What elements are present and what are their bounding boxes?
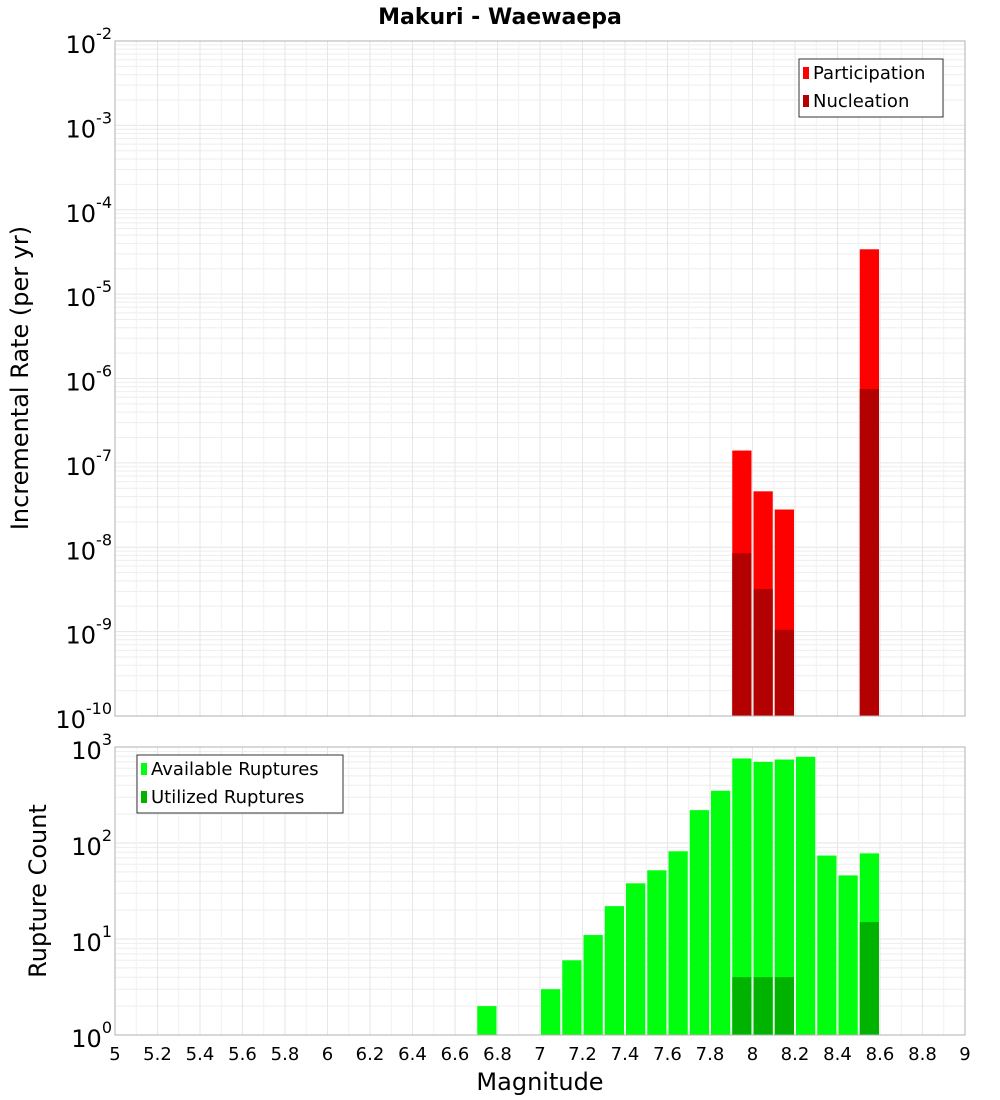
x-tick-label: 7 [534,1044,545,1065]
bar-available-ruptures-2 [541,989,561,1035]
x-tick-label: 6.6 [441,1044,470,1065]
bar-utilized-ruptures-2 [774,977,794,1035]
x-tick-label: 7.4 [611,1044,640,1065]
y-tick-label: 101 [71,922,112,957]
bar-available-ruptures-8 [668,851,688,1035]
bar-available-ruptures-6 [626,883,646,1035]
bottom-bars [477,756,879,1035]
x-tick-label: 7.2 [568,1044,597,1065]
bottom-panel: 100 101 102 103 5 5.2 5.4 5.6 5.8 6 6.2 6.4 6.6 6.8 7… [24,730,971,1096]
x-axis-label: Magnitude [476,1068,603,1096]
y-tick-label: 102 [71,826,112,861]
bottom-plot-border [114,746,966,1036]
x-tick-label: 8.4 [823,1044,852,1065]
x-tick-label: 6.2 [356,1044,385,1065]
x-tick-label: 7.8 [696,1044,725,1065]
y-tick-label: 103 [71,730,112,765]
legend-label: Utilized Ruptures [151,787,304,808]
top-plot-border [114,40,966,717]
legend-box [136,754,344,814]
bar-nucleation-0 [732,553,752,716]
bar-utilized-ruptures-4 [859,922,879,1035]
x-tick-label: 7.6 [653,1044,682,1065]
top-panel: 10-10 10-9 10-8 10-7 10-6 10-5 10-4 10-3 10-2 In… [6,24,966,734]
bottom-legend: Available Ruptures Utilized Ruptures [136,754,344,814]
legend-swatch [803,67,809,79]
y-tick-label: 10-2 [66,24,113,59]
x-tick-label: 5.8 [271,1044,300,1065]
legend-label: Available Ruptures [151,759,319,780]
x-tick-label: 8.6 [866,1044,895,1065]
bar-available-ruptures-16 [838,875,858,1035]
bar-available-ruptures-5 [604,906,624,1035]
x-tick-label: 6 [322,1044,333,1065]
top-y-axis-label: Incremental Rate (per yr) [6,226,34,530]
x-tick-label: 5 [109,1044,120,1065]
x-tick-label: 5.6 [228,1044,257,1065]
bar-available-ruptures-10 [711,790,731,1035]
bar-available-ruptures-3 [562,960,582,1035]
legend-swatch [803,95,809,107]
top-grid [114,41,966,717]
y-tick-label: 10-10 [55,699,112,734]
y-tick-label: 10-6 [66,362,113,397]
legend-label: Nucleation [813,91,909,112]
bar-available-ruptures-14 [796,756,816,1035]
x-tick-label: 5.2 [143,1044,172,1065]
y-tick-label: 10-4 [66,193,113,228]
bar-available-ruptures-15 [817,855,837,1035]
bar-available-ruptures-11 [732,758,752,1035]
x-tick-label: 8.8 [908,1044,937,1065]
chart-title: Makuri - Waewaepa [378,5,622,30]
top-legend: Participation Nucleation [798,58,944,118]
legend-swatch [141,763,147,775]
bottom-y-tick-labels: 100 101 102 103 [71,730,112,1053]
top-y-tick-labels: 10-10 10-9 10-8 10-7 10-6 10-5 10-4 10-3 10-2 [55,24,112,734]
y-tick-label: 100 [71,1018,112,1053]
x-tick-label: 8 [747,1044,758,1065]
bar-available-ruptures-12 [753,761,773,1035]
bottom-y-axis-label: Rupture Count [24,804,52,978]
bar-nucleation-2 [774,629,794,716]
x-tick-label: 8.2 [781,1044,810,1065]
y-tick-label: 10-9 [66,615,113,650]
bar-nucleation-3 [859,389,879,716]
bar-available-ruptures-13 [774,759,794,1035]
bar-available-ruptures-9 [689,810,709,1035]
x-tick-label: 6.8 [483,1044,512,1065]
legend-box [798,58,944,118]
legend-label: Participation [813,63,925,84]
x-tick-label: 6.4 [398,1044,427,1065]
bar-available-ruptures-4 [583,935,603,1035]
bar-nucleation-1 [753,589,773,716]
y-tick-label: 10-3 [66,108,113,143]
bar-utilized-ruptures-0 [732,977,752,1035]
y-tick-label: 10-8 [66,530,113,565]
x-tick-labels: 5 5.2 5.4 5.6 5.8 6 6.2 6.4 6.6 6.8 7 7.2 7.4 7.6 7.8 8… [109,1044,970,1065]
legend-swatch [141,791,147,803]
y-tick-label: 10-7 [66,446,113,481]
bar-utilized-ruptures-1 [753,977,773,1035]
top-bars [732,249,879,716]
x-tick-label: 5.4 [186,1044,215,1065]
bar-available-ruptures-0 [477,1006,497,1035]
bar-available-ruptures-7 [647,870,667,1035]
y-tick-label: 10-5 [66,277,113,312]
x-tick-label: 9 [959,1044,970,1065]
